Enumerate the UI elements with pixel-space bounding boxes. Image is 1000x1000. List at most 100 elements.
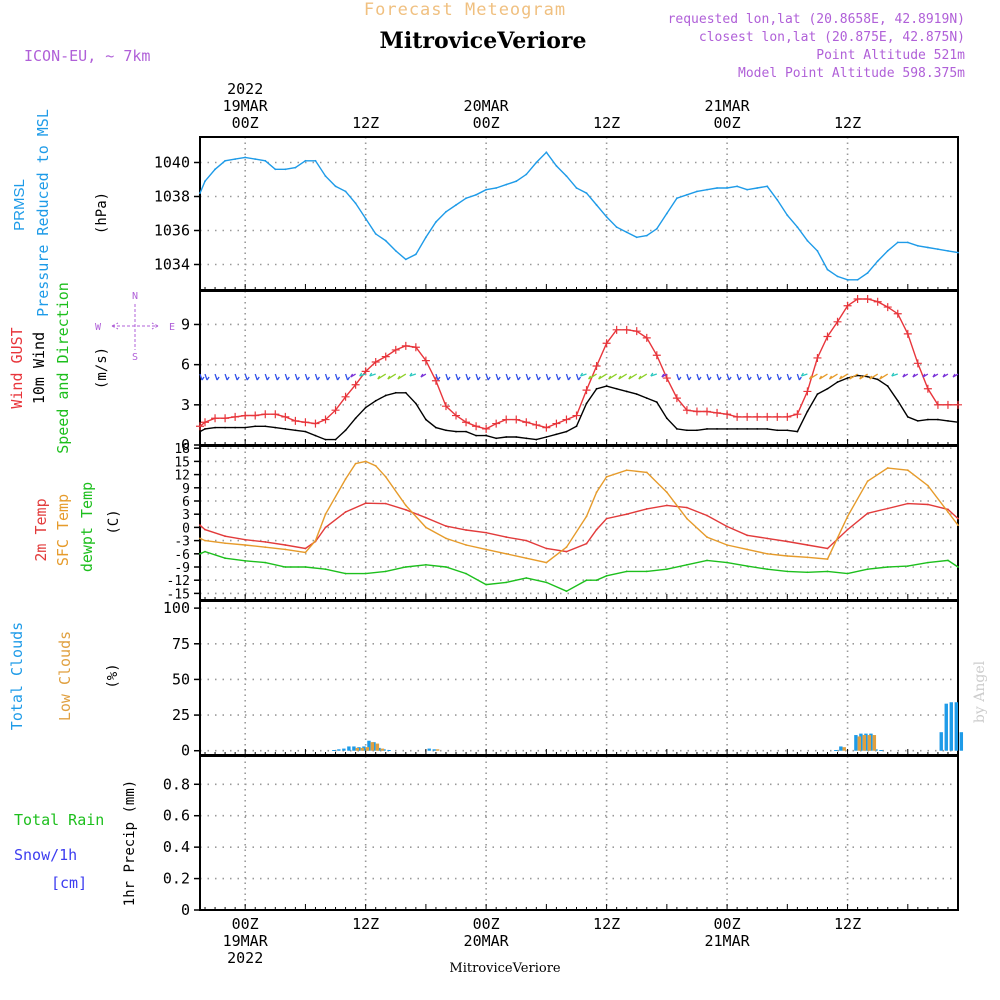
gust-point	[954, 400, 962, 409]
data-point	[605, 216, 608, 218]
gust-point	[231, 412, 240, 421]
data-point	[505, 552, 508, 555]
data-point	[916, 419, 919, 422]
data-point	[726, 544, 728, 546]
wind-arrow	[650, 372, 658, 377]
data-point	[424, 418, 427, 421]
pressure-label-msl: Pressure Reduced to MSL	[34, 109, 52, 317]
data-point	[199, 552, 201, 555]
temp-label-sfc: SFC Temp	[54, 494, 72, 566]
data-point	[404, 508, 407, 511]
data-point	[706, 188, 708, 191]
data-point	[565, 590, 568, 593]
data-point	[344, 511, 347, 513]
gust-point	[472, 422, 481, 431]
wind-arrow	[369, 372, 376, 377]
gust-point	[672, 394, 681, 403]
data-point	[485, 531, 488, 534]
gust-point	[291, 416, 300, 425]
panel-frame	[199, 600, 959, 756]
data-point	[937, 418, 939, 421]
gust-point	[723, 410, 732, 419]
time-label: 12Z	[834, 915, 861, 933]
data-point	[364, 217, 367, 220]
time-label: 21MAR	[705, 97, 751, 115]
data-point	[374, 233, 377, 235]
data-point	[846, 278, 849, 281]
bar-low-clouds	[862, 735, 867, 751]
data-point	[926, 246, 929, 249]
data-point	[364, 406, 367, 409]
data-point	[625, 469, 628, 472]
wind-arrow	[628, 373, 638, 380]
pressure-unit: (hPa)	[94, 192, 110, 234]
data-point	[876, 378, 879, 381]
data-point	[324, 513, 327, 516]
gust-point	[241, 411, 250, 420]
y-tick-label: 0	[181, 901, 190, 919]
wind-arrow	[869, 373, 879, 380]
data-point	[364, 460, 367, 463]
data-point	[404, 391, 407, 394]
cloud-label-low: Low Clouds	[56, 631, 74, 721]
data-point	[906, 565, 909, 568]
wind-arrow	[324, 373, 331, 381]
wind-arrow	[254, 373, 260, 381]
data-point	[816, 250, 819, 252]
data-point	[826, 558, 829, 560]
data-point	[435, 221, 437, 223]
data-point	[625, 231, 628, 234]
data-point	[796, 430, 799, 433]
model-altitude: Model Point Altitude 598.375m	[738, 66, 965, 81]
data-point	[284, 428, 287, 430]
bar-low-clouds	[360, 747, 365, 751]
wind-arrow	[716, 373, 722, 381]
compass-e: E	[169, 322, 175, 333]
gust-point	[743, 412, 752, 421]
data-point	[204, 528, 206, 531]
wind-arrow	[686, 373, 692, 381]
data-point	[424, 516, 427, 519]
cloud-unit: (%)	[105, 663, 121, 688]
data-point	[404, 504, 407, 507]
data-point	[505, 581, 508, 584]
y-tick-label: 3	[182, 508, 190, 523]
data-point	[947, 250, 949, 252]
gust-point	[632, 327, 641, 336]
time-label: 19MAR	[223, 97, 269, 115]
data-point	[746, 548, 749, 551]
data-point	[686, 517, 688, 520]
location-title: MitroviceVeriore	[380, 28, 587, 54]
data-point	[665, 491, 668, 494]
bar-low-clouds	[435, 749, 440, 751]
y-tick-label: 1038	[154, 188, 190, 206]
data-point	[625, 570, 628, 573]
gust-point	[622, 325, 631, 334]
time-label: 12Z	[593, 114, 620, 132]
data-point	[199, 192, 201, 195]
data-point	[675, 197, 678, 200]
model-label: ICON-EU, ~ 7km	[24, 47, 150, 65]
data-point	[374, 399, 377, 402]
data-point	[766, 428, 769, 430]
data-point	[314, 434, 317, 437]
data-point	[324, 526, 327, 529]
data-point	[324, 175, 327, 178]
data-point	[465, 430, 467, 433]
gust-point	[502, 415, 511, 424]
y-tick-label: 9	[182, 482, 190, 497]
y-tick-label: 1040	[154, 154, 190, 172]
data-point	[555, 433, 558, 436]
data-point	[906, 469, 909, 472]
data-point	[565, 430, 568, 433]
bar-total-clouds	[337, 749, 341, 751]
wind-arrow	[344, 373, 351, 381]
bar-total-clouds	[834, 750, 838, 752]
data-point	[786, 570, 789, 573]
data-point	[786, 540, 789, 543]
y-tick-label: 6	[181, 356, 190, 374]
data-point	[866, 480, 869, 483]
data-point	[264, 425, 267, 428]
y-tick-label: 25	[172, 706, 190, 724]
data-point	[846, 515, 849, 518]
